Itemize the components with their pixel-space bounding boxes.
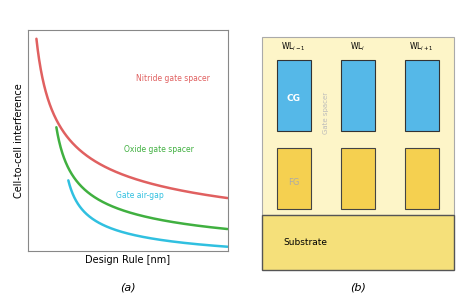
Text: CG: CG	[287, 94, 301, 103]
Text: Gate air-gap: Gate air-gap	[116, 191, 164, 200]
Text: (a): (a)	[120, 282, 136, 292]
Text: WL$_{i+1}$: WL$_{i+1}$	[410, 41, 434, 53]
Bar	[405, 60, 439, 131]
Bar	[262, 37, 454, 215]
X-axis label: Design Rule [nm]: Design Rule [nm]	[85, 255, 171, 265]
Bar	[341, 149, 375, 209]
Bar	[277, 60, 311, 131]
Text: WL$_{i-1}$: WL$_{i-1}$	[282, 41, 306, 53]
Text: FG: FG	[288, 178, 300, 187]
Bar	[341, 60, 375, 131]
Text: Nitride gate spacer: Nitride gate spacer	[136, 74, 210, 83]
Text: (b): (b)	[350, 282, 366, 292]
Y-axis label: Cell-to-cell interference: Cell-to-cell interference	[14, 83, 24, 198]
Text: Substrate: Substrate	[283, 238, 327, 247]
Text: WL$_{i}$: WL$_{i}$	[350, 41, 365, 53]
Bar	[405, 149, 439, 209]
Text: Gate spacer: Gate spacer	[323, 92, 329, 134]
Bar	[277, 149, 311, 209]
Bar	[262, 215, 454, 270]
Text: Oxide gate spacer: Oxide gate spacer	[124, 145, 194, 154]
